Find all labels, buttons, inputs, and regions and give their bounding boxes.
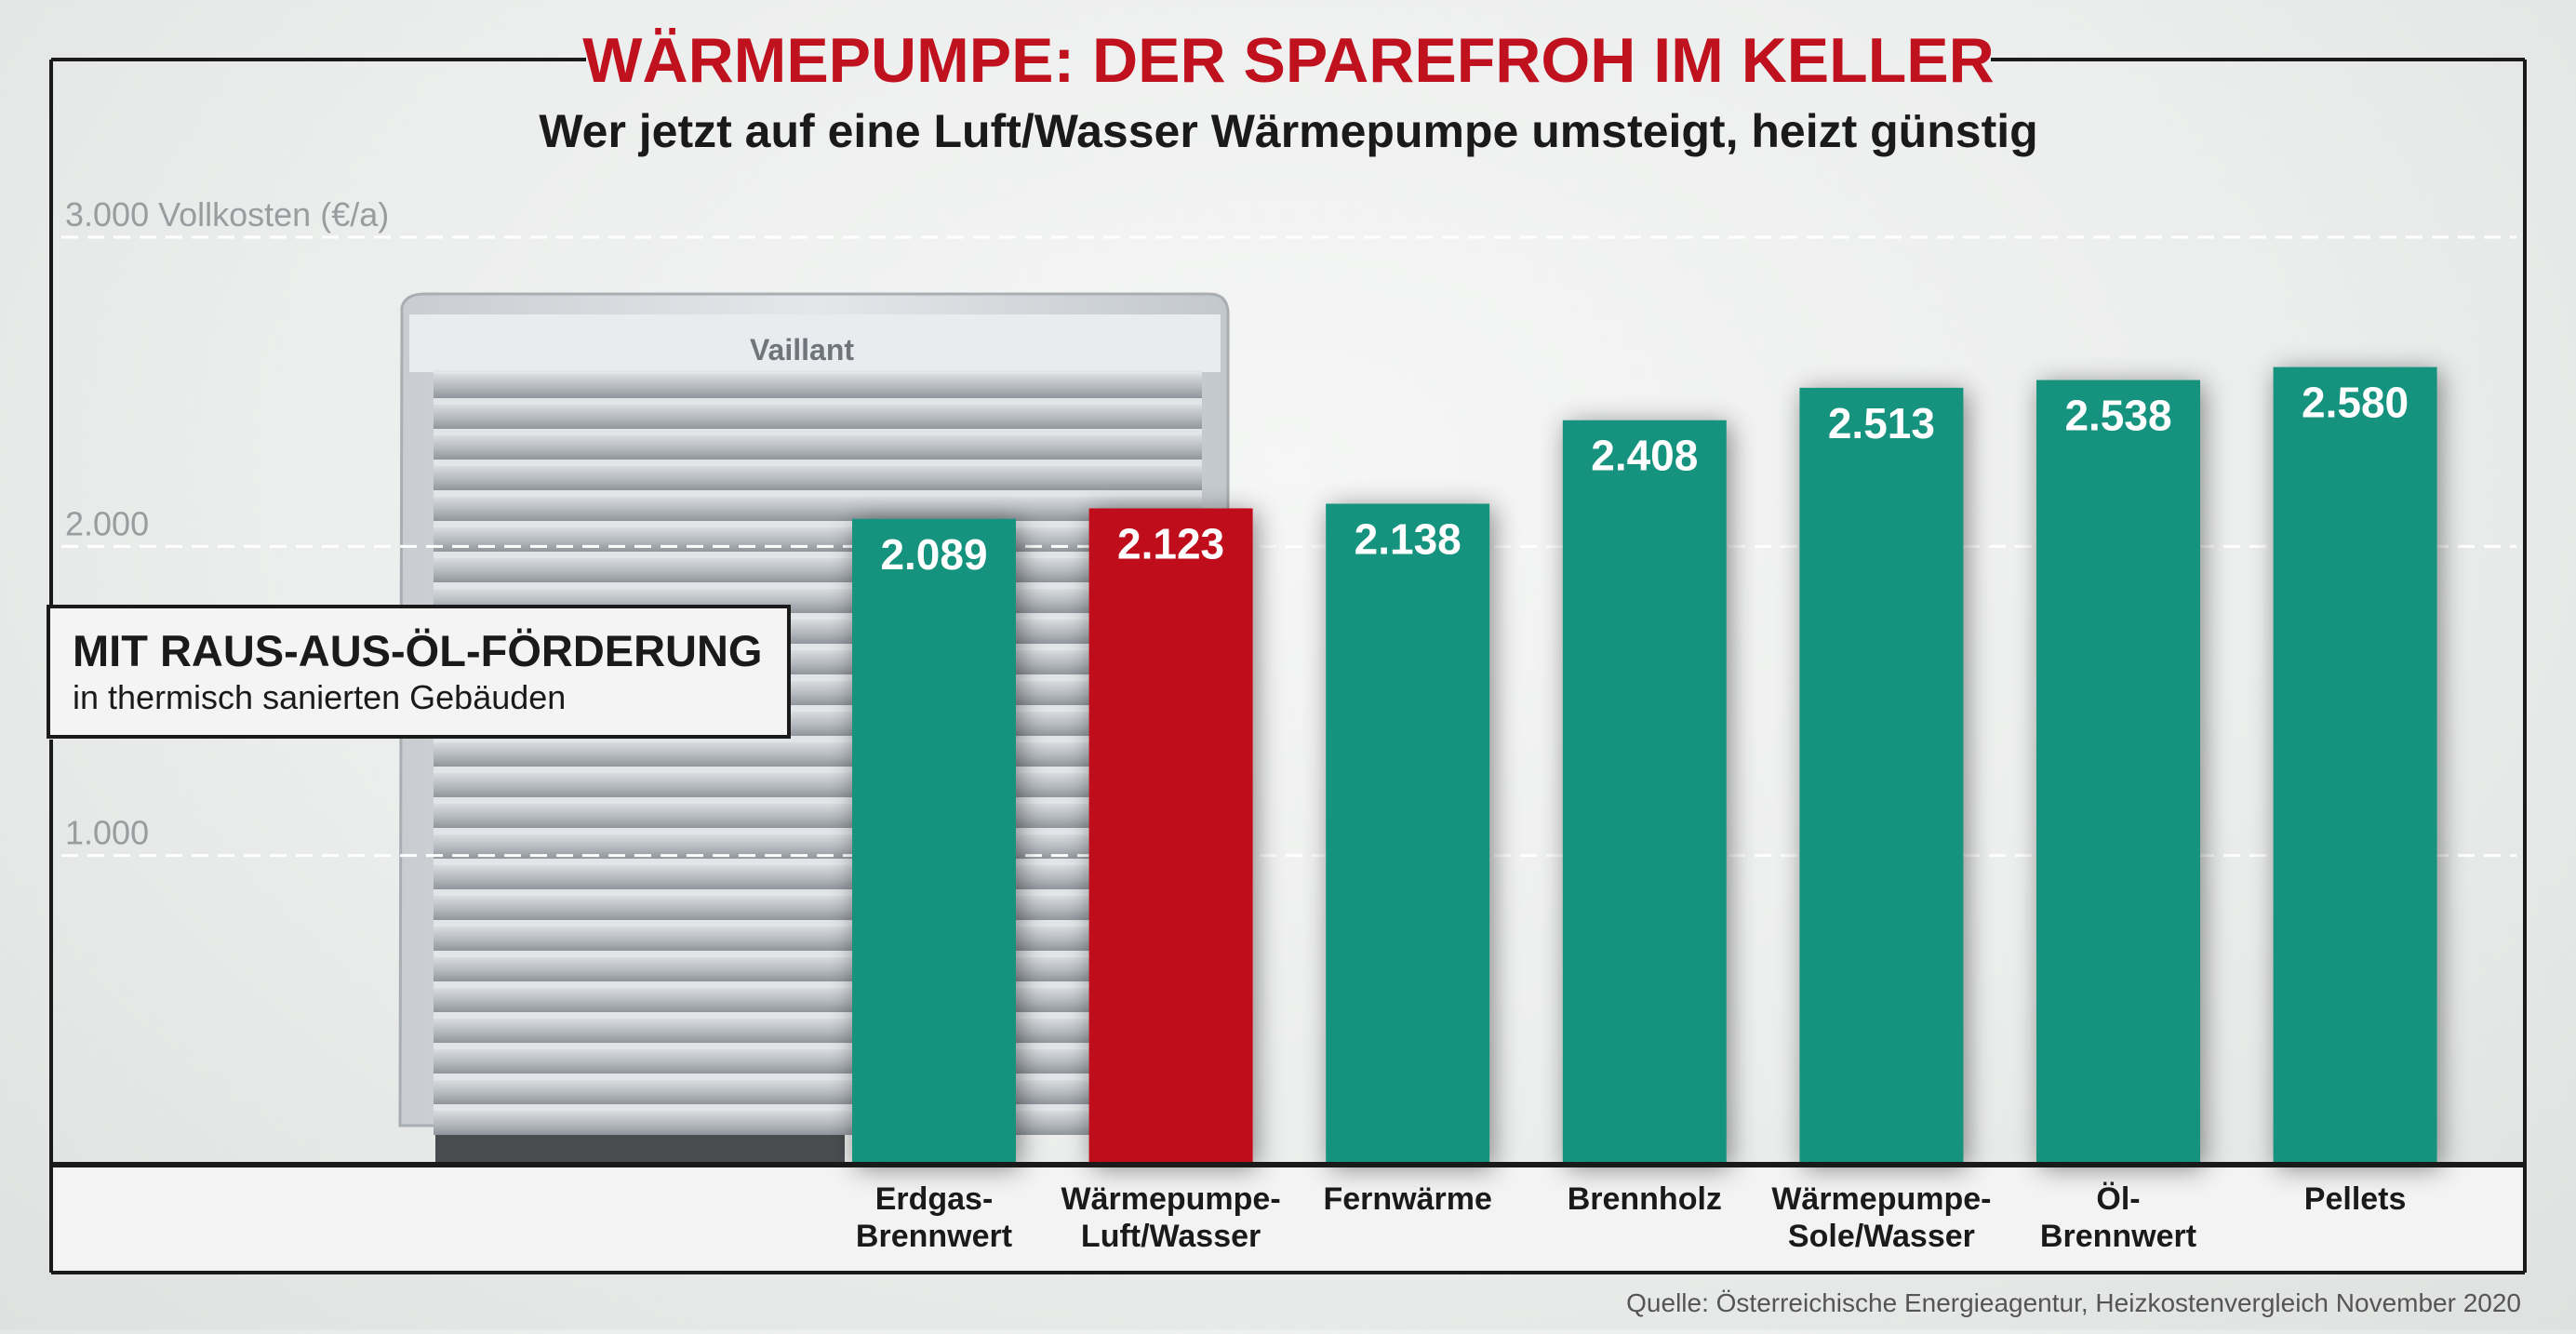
bar-value-label: 2.580 [2302, 379, 2409, 427]
bar [1326, 503, 1490, 1165]
bar-value-label: 2.138 [1355, 514, 1462, 563]
heat-pump-louvres [434, 374, 1202, 1135]
category-label: Brennwert [856, 1219, 1012, 1254]
bars [852, 367, 2437, 1166]
category-label: Erdgas- [875, 1181, 994, 1217]
chart-frame [49, 58, 2527, 1274]
bar-value-label: 2.089 [880, 530, 987, 579]
bar [2036, 380, 2200, 1166]
callout-heading: MIT RAUS-AUS-ÖL-FÖRDERUNG [73, 626, 763, 675]
source-note: Quelle: Österreichische Energieagentur, … [1626, 1288, 2521, 1317]
bar-value-label: 2.513 [1828, 399, 1935, 447]
category-labels: Erdgas-BrennwertWärmepumpe-Luft/WasserFe… [856, 1181, 2406, 1254]
callout-text: in thermisch sanierten Gebäuden [73, 678, 566, 716]
category-label: Brennwert [2040, 1219, 2196, 1254]
bar [852, 518, 1016, 1165]
bar [1799, 387, 1964, 1166]
heat-pump-illustration: Vaillant [398, 292, 1230, 1163]
y-tick-label: 2.000 [65, 504, 149, 542]
bar [1562, 420, 1727, 1165]
chart-subtitle: Wer jetzt auf eine Luft/Wasser Wärmepump… [539, 105, 2037, 157]
bar-value-label: 2.408 [1591, 432, 1698, 480]
category-label-band [53, 1167, 2523, 1271]
bar [1088, 508, 1253, 1165]
callout-box: MIT RAUS-AUS-ÖL-FÖRDERUNG in thermisch s… [47, 605, 791, 739]
category-label: Luft/Wasser [1081, 1219, 1261, 1254]
category-label: Wärmepumpe- [1061, 1181, 1281, 1217]
category-label: Sole/Wasser [1788, 1219, 1975, 1254]
bar [2273, 367, 2437, 1166]
chart-title: WÄRMEPUMPE: DER SPAREFROH IM KELLER [582, 25, 1994, 96]
brand-logo: Vaillant [750, 333, 854, 367]
category-label: Wärmepumpe- [1771, 1181, 1991, 1217]
bar-value-label: 2.538 [2064, 392, 2171, 440]
category-label: Brennholz [1568, 1181, 1722, 1217]
y-tick-labels: 1.000 2.000 3.000 Vollkosten (€/a) [65, 195, 389, 852]
bar-value-label: 2.123 [1117, 519, 1224, 567]
category-label: Fernwärme [1323, 1181, 1491, 1217]
y-tick-label: 3.000 Vollkosten (€/a) [65, 195, 389, 233]
category-label: Pellets [2304, 1181, 2407, 1217]
bar-value-labels: 2.089 2.123 2.138 2.408 2.513 2.538 2.580 [880, 379, 2409, 579]
category-label: Öl- [2096, 1181, 2140, 1217]
y-tick-label: 1.000 [65, 814, 149, 852]
